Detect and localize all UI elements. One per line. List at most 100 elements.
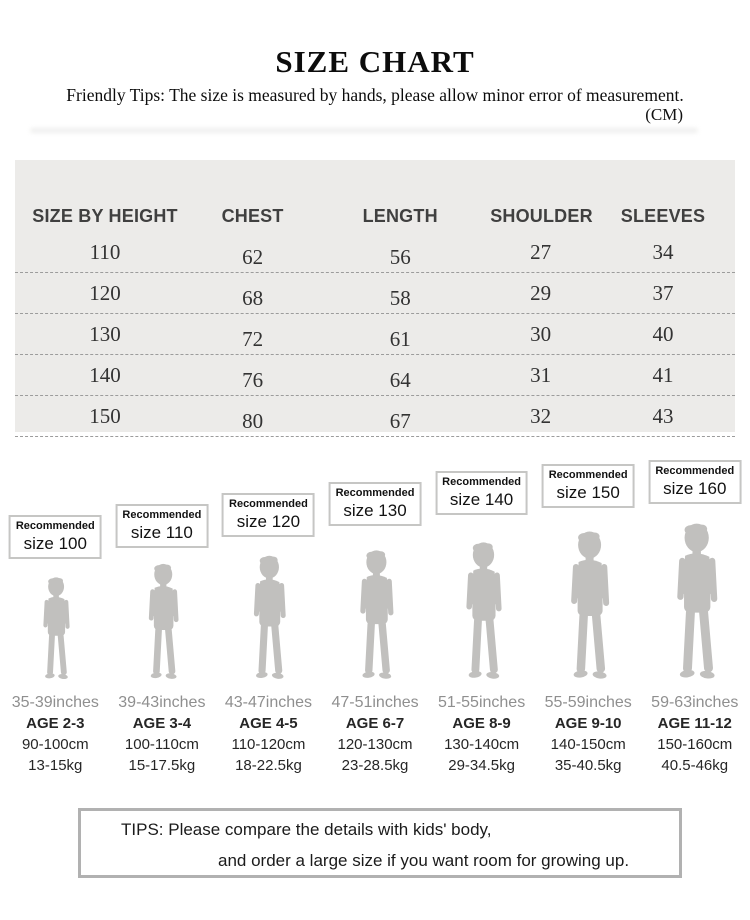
height-cm-range: 100-110cm xyxy=(124,736,199,753)
height-inches-range: 59-63inches xyxy=(651,694,739,711)
age-range: AGE 4-5 xyxy=(239,715,298,732)
table-cell: 58 xyxy=(389,285,411,310)
watermark-smudge xyxy=(30,128,698,133)
weight-kg-range: 15-17.5kg xyxy=(128,757,196,774)
height-inches-range: 47-51inches xyxy=(331,694,419,711)
table-cell: 30 xyxy=(530,321,552,346)
age-range: AGE 2-3 xyxy=(26,715,85,732)
recommended-size-box: Recommended size 150 xyxy=(541,464,635,508)
friendly-tips-text: Friendly Tips: The size is measured by h… xyxy=(66,85,684,105)
table-cell: 120 xyxy=(89,280,121,305)
recommended-size-box: Recommended size 130 xyxy=(328,482,422,526)
table-cell: 72 xyxy=(242,326,264,351)
child-silhouette xyxy=(571,531,610,680)
age-range: AGE 3-4 xyxy=(132,715,192,732)
table-cell: 140 xyxy=(89,362,121,387)
table-cell: 32 xyxy=(530,403,552,428)
table-cell: 40 xyxy=(652,321,674,346)
size-measurements: 39-43inches AGE 3-4 100-110cm 15-17.5kg xyxy=(105,693,220,776)
recommended-size-value: size 120 xyxy=(236,512,301,531)
size-figures-row: Recommended size 100 35-39inches AGE 2-3… xyxy=(2,440,748,785)
size-measurements: 35-39inches AGE 2-3 90-100cm 13-15kg xyxy=(0,693,113,776)
column-header-sleeves: SLEEVES xyxy=(620,205,706,226)
height-cm-range: 140-150cm xyxy=(550,736,626,753)
height-cm-range: 130-140cm xyxy=(444,736,520,753)
table-row: 150 80 67 32 43 xyxy=(15,396,735,437)
table-cell: 80 xyxy=(242,408,264,433)
recommended-size-value: size 140 xyxy=(449,490,514,509)
size-measurements: 55-59inches AGE 9-10 140-150cm 35-40.5kg xyxy=(531,693,646,776)
child-silhouette xyxy=(254,555,287,680)
size-measurements: 43-47inches AGE 4-5 110-120cm 18-22.5kg xyxy=(211,693,326,776)
height-cm-range: 110-120cm xyxy=(231,736,306,753)
recommended-size-value: size 100 xyxy=(23,534,87,553)
recommended-label: Recommended xyxy=(442,476,522,488)
recommended-size-value: size 150 xyxy=(556,483,620,502)
table-row: 130 72 61 30 40 xyxy=(15,314,735,355)
table-cell: 110 xyxy=(89,239,121,264)
column-header-shoulder: SHOULDER xyxy=(490,205,593,226)
height-inches-range: 43-47inches xyxy=(224,694,313,711)
size-measurements: 47-51inches AGE 6-7 120-130cm 23-28.5kg xyxy=(318,693,433,776)
table-cell: 41 xyxy=(652,362,674,387)
size-table-body: 110 62 56 27 34 120 68 58 29 37 130 72 61 30 40 140 76 64… xyxy=(15,232,735,437)
column-header-chest: CHEST xyxy=(221,205,284,226)
table-cell: 56 xyxy=(389,244,411,269)
height-inches-range: 35-39inches xyxy=(11,694,99,711)
table-cell: 62 xyxy=(242,244,264,269)
size-column-120: Recommended size 120 43-47inches AGE 4-5… xyxy=(215,440,322,785)
unit-label: (CM) xyxy=(645,105,683,124)
weight-kg-range: 40.5-46kg xyxy=(661,757,729,774)
recommended-size-box: Recommended size 160 xyxy=(648,460,742,504)
table-cell: 43 xyxy=(652,403,674,428)
age-range: AGE 9-10 xyxy=(554,715,622,732)
size-column-150: Recommended size 150 55-59inches AGE 9-1… xyxy=(535,440,642,785)
table-cell: 29 xyxy=(530,280,552,305)
recommended-label: Recommended xyxy=(122,509,202,521)
table-cell: 67 xyxy=(389,408,411,433)
column-header-size-by-height: SIZE BY HEIGHT xyxy=(32,205,178,226)
weight-kg-range: 29-34.5kg xyxy=(448,757,515,774)
recommended-size-box: Recommended size 120 xyxy=(222,493,315,537)
tips-line-2: and order a large size if you want room … xyxy=(218,851,630,870)
weight-kg-range: 13-15kg xyxy=(28,757,83,774)
child-silhouette xyxy=(465,542,502,680)
tips-box: TIPS: Please compare the details with ki… xyxy=(78,808,682,878)
page-title: SIZE CHART xyxy=(275,44,475,79)
child-silhouette xyxy=(360,550,394,680)
child-silhouette xyxy=(43,577,70,680)
weight-kg-range: 35-40.5kg xyxy=(554,757,622,774)
table-cell: 27 xyxy=(530,239,552,264)
height-inches-range: 51-55inches xyxy=(438,694,526,711)
age-range: AGE 11-12 xyxy=(657,715,732,732)
size-column-110: Recommended size 110 39-43inches AGE 3-4… xyxy=(109,440,216,785)
recommended-size-value: size 130 xyxy=(343,501,407,520)
height-cm-range: 90-100cm xyxy=(21,736,89,753)
recommended-label: Recommended xyxy=(15,520,95,532)
table-cell: 68 xyxy=(242,285,264,310)
table-cell: 31 xyxy=(530,362,552,387)
table-row: 120 68 58 29 37 xyxy=(15,273,735,314)
size-measurements: 51-55inches AGE 8-9 130-140cm 29-34.5kg xyxy=(424,693,539,776)
height-cm-range: 120-130cm xyxy=(337,736,413,753)
recommended-size-value: size 160 xyxy=(663,479,727,498)
table-cell: 34 xyxy=(652,239,674,264)
age-range: AGE 8-9 xyxy=(452,715,511,732)
table-cell: 76 xyxy=(242,367,264,392)
recommended-label: Recommended xyxy=(655,465,735,477)
table-cell: 130 xyxy=(89,321,121,346)
size-column-130: Recommended size 130 47-51inches AGE 6-7… xyxy=(322,440,429,785)
recommended-label: Recommended xyxy=(335,487,415,499)
recommended-label: Recommended xyxy=(548,469,628,481)
height-cm-range: 150-160cm xyxy=(657,736,733,753)
size-measurements: 59-63inches AGE 11-12 150-160cm 40.5-46k… xyxy=(637,693,750,776)
weight-kg-range: 23-28.5kg xyxy=(341,757,409,774)
height-inches-range: 55-59inches xyxy=(544,694,632,711)
recommended-size-box: Recommended size 100 xyxy=(8,515,102,559)
child-silhouette xyxy=(148,563,179,680)
recommended-size-box: Recommended size 140 xyxy=(435,471,529,515)
recommended-label: Recommended xyxy=(229,498,308,510)
weight-kg-range: 18-22.5kg xyxy=(235,757,302,774)
table-cell: 61 xyxy=(389,326,411,351)
table-cell: 64 xyxy=(389,367,411,392)
